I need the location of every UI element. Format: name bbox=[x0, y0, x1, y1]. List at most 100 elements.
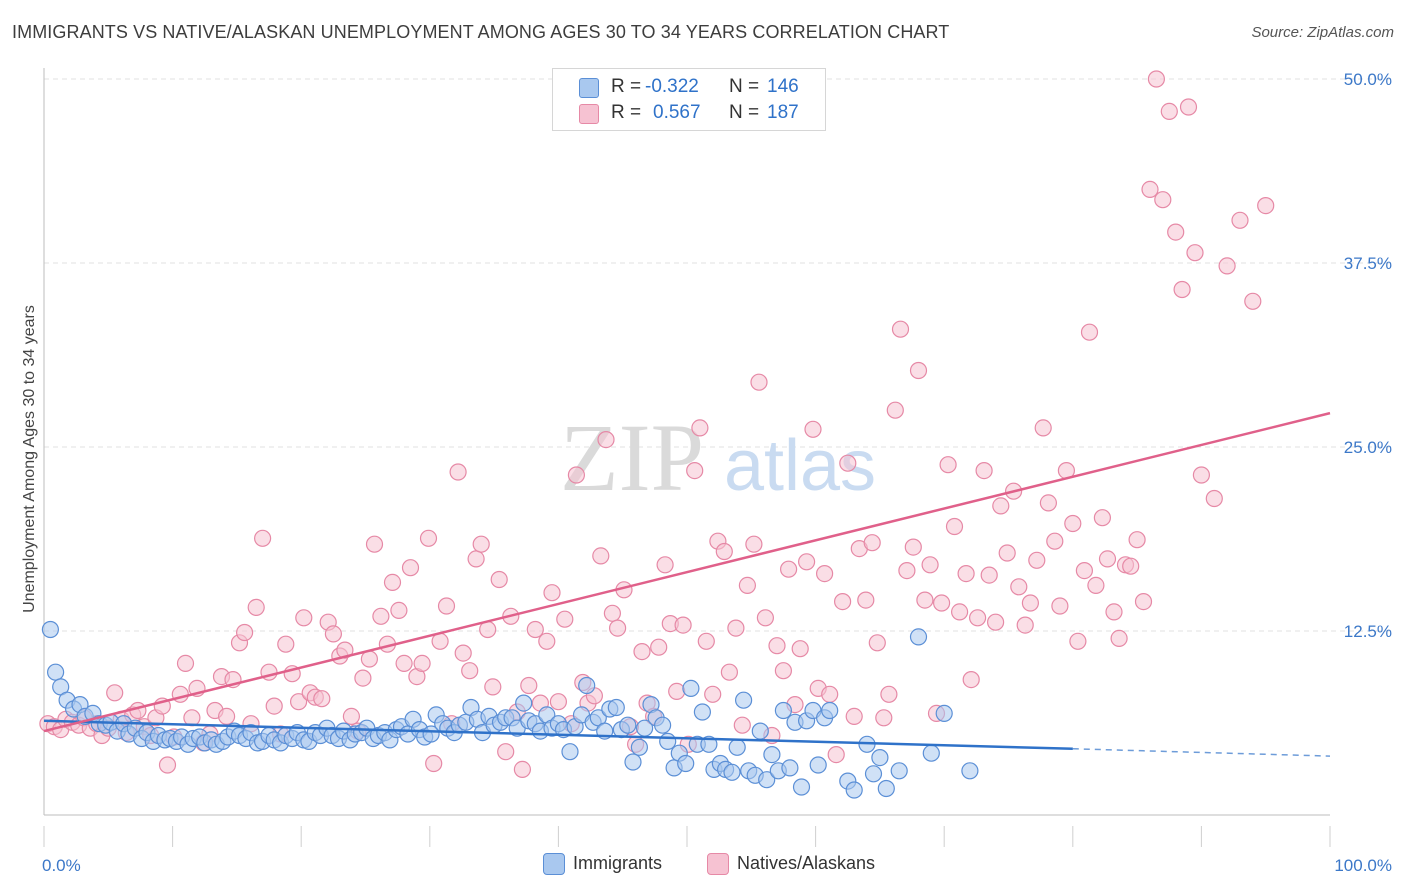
data-point bbox=[1087, 576, 1105, 595]
data-point bbox=[1098, 550, 1117, 568]
data-point bbox=[871, 748, 889, 767]
data-point bbox=[1039, 494, 1058, 512]
natives-n-value: 187 bbox=[767, 102, 799, 123]
data-point bbox=[390, 601, 408, 620]
source-credit: Source: ZipAtlas.com bbox=[1251, 24, 1394, 41]
data-point bbox=[768, 637, 786, 655]
data-point bbox=[922, 744, 940, 762]
x-tick-label: 100.0% bbox=[1334, 856, 1392, 875]
data-point bbox=[779, 560, 798, 578]
data-point bbox=[461, 662, 479, 680]
data-point bbox=[290, 693, 308, 711]
data-point bbox=[715, 542, 733, 561]
data-point bbox=[992, 497, 1010, 515]
data-point bbox=[543, 584, 561, 602]
data-point bbox=[419, 529, 438, 547]
y-tick-label: 12.5% bbox=[1344, 622, 1392, 641]
data-point bbox=[372, 607, 390, 625]
data-point bbox=[1128, 531, 1146, 549]
data-point bbox=[254, 529, 272, 547]
data-point bbox=[863, 534, 881, 552]
data-point bbox=[46, 663, 65, 681]
data-point bbox=[401, 559, 420, 577]
data-point bbox=[497, 743, 515, 761]
data-point bbox=[797, 553, 816, 571]
data-point bbox=[1147, 70, 1166, 88]
data-point bbox=[630, 738, 649, 756]
immigrants-trend-line bbox=[43, 719, 1073, 751]
watermark: ZIP atlas bbox=[560, 404, 876, 511]
data-point bbox=[745, 535, 763, 553]
data-point bbox=[693, 703, 712, 721]
data-point bbox=[891, 320, 910, 338]
data-point bbox=[538, 632, 556, 650]
data-point bbox=[1179, 98, 1198, 116]
data-point bbox=[1160, 102, 1178, 121]
data-point bbox=[809, 756, 827, 774]
data-point bbox=[756, 609, 775, 627]
data-point bbox=[827, 745, 845, 764]
data-point bbox=[1046, 532, 1064, 550]
data-point bbox=[738, 576, 757, 595]
data-point bbox=[515, 694, 533, 712]
data-point bbox=[763, 745, 781, 764]
data-point bbox=[354, 669, 372, 687]
data-point bbox=[1244, 292, 1262, 310]
data-point bbox=[1167, 223, 1185, 241]
data-point bbox=[1051, 597, 1069, 615]
data-point bbox=[1080, 323, 1099, 341]
data-point bbox=[1110, 629, 1128, 648]
immigrants-legend-swatch bbox=[543, 853, 565, 875]
data-point bbox=[313, 690, 331, 708]
data-point bbox=[513, 760, 532, 779]
data-point bbox=[886, 401, 904, 419]
data-point bbox=[265, 697, 283, 715]
data-point bbox=[1028, 551, 1046, 569]
data-point bbox=[877, 779, 895, 798]
data-point bbox=[734, 691, 753, 709]
data-point bbox=[880, 685, 898, 703]
data-point bbox=[815, 564, 834, 583]
natives-legend-label: Natives/Alaskans bbox=[737, 853, 876, 873]
data-point bbox=[833, 592, 852, 611]
data-point bbox=[945, 517, 964, 536]
data-point bbox=[653, 716, 672, 734]
data-point bbox=[106, 684, 124, 702]
data-point bbox=[921, 556, 939, 574]
immigrants-legend-label: Immigrants bbox=[573, 853, 663, 873]
data-point bbox=[365, 535, 384, 553]
data-point bbox=[700, 735, 718, 753]
data-point bbox=[774, 662, 793, 680]
y-tick-label: 25.0% bbox=[1344, 438, 1392, 457]
data-point bbox=[578, 676, 596, 695]
data-point bbox=[472, 535, 490, 553]
data-point bbox=[668, 682, 686, 701]
data-point bbox=[1016, 616, 1034, 634]
data-point bbox=[597, 431, 615, 449]
data-point bbox=[1134, 592, 1153, 611]
data-point bbox=[247, 598, 265, 617]
axes bbox=[43, 68, 1331, 847]
data-point bbox=[704, 685, 722, 703]
n-label: N = bbox=[729, 76, 760, 97]
data-point bbox=[549, 693, 568, 711]
data-point bbox=[342, 707, 360, 726]
data-point bbox=[986, 613, 1005, 631]
data-point bbox=[608, 619, 627, 637]
data-point bbox=[520, 676, 538, 695]
data-point bbox=[449, 463, 467, 481]
data-point bbox=[723, 763, 741, 781]
trend-lines bbox=[43, 411, 1331, 757]
r-label: R = bbox=[611, 102, 642, 123]
data-point bbox=[360, 650, 378, 668]
data-point bbox=[295, 609, 313, 627]
r-label: R = bbox=[611, 76, 642, 97]
data-point bbox=[750, 373, 768, 391]
data-point bbox=[218, 707, 236, 726]
data-point bbox=[733, 716, 751, 734]
data-point bbox=[633, 642, 651, 661]
data-point bbox=[484, 678, 502, 696]
data-point bbox=[336, 641, 354, 659]
data-point bbox=[821, 701, 839, 720]
